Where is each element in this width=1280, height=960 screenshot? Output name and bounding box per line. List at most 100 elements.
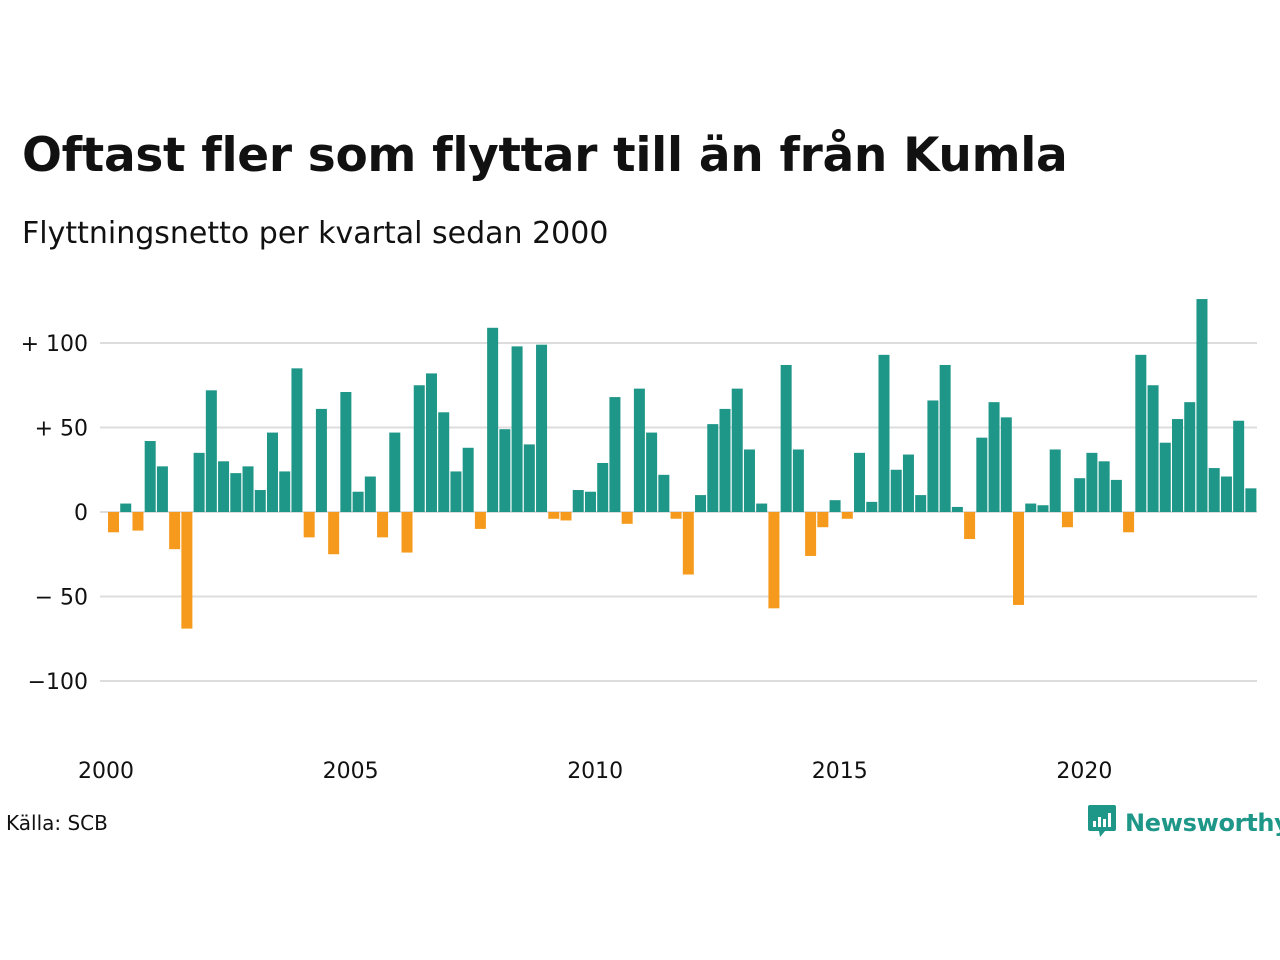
bar [1074, 478, 1086, 512]
bar [560, 512, 572, 521]
bar [1196, 299, 1208, 512]
bar [315, 408, 327, 512]
bar [254, 490, 266, 512]
x-tick-label: 2020 [1056, 759, 1112, 784]
source-note: Källa: SCB [6, 811, 108, 835]
bar [156, 466, 168, 512]
bar [829, 500, 841, 512]
bar [572, 490, 584, 512]
bar [646, 432, 658, 512]
bar [364, 476, 376, 512]
bar [303, 512, 315, 538]
bar [1184, 402, 1196, 512]
bar [756, 503, 768, 512]
bar [377, 512, 389, 538]
bar [242, 466, 254, 512]
bar [1086, 452, 1098, 512]
bar [352, 491, 364, 512]
bar [389, 432, 401, 512]
bar [939, 364, 951, 512]
bar [523, 444, 535, 512]
x-tick-label: 2010 [567, 759, 623, 784]
bar [927, 400, 939, 512]
bar [1220, 476, 1232, 512]
bar [951, 506, 963, 512]
bar [695, 495, 707, 512]
bar [780, 364, 792, 512]
bar [340, 392, 352, 512]
bar [1172, 419, 1184, 512]
bar [890, 469, 902, 512]
bar [976, 437, 988, 512]
bar [413, 385, 425, 512]
bar [1037, 505, 1049, 512]
chart-title: Oftast fler som flyttar till än från Kum… [22, 128, 1068, 183]
bar [1110, 479, 1122, 512]
bar [805, 512, 817, 556]
bar [1245, 488, 1257, 512]
bar [817, 512, 829, 528]
bar [841, 512, 853, 519]
bar [487, 327, 499, 512]
bar [584, 491, 596, 512]
bar [915, 495, 927, 512]
bar [1135, 354, 1147, 512]
bar [474, 512, 486, 529]
bar [658, 474, 670, 512]
bar [230, 473, 242, 512]
bar [205, 390, 217, 512]
bar [902, 454, 914, 512]
bar [1098, 461, 1110, 512]
bar [988, 402, 1000, 512]
bar [218, 461, 230, 512]
bar [193, 452, 205, 512]
bar [633, 388, 645, 512]
bar [866, 501, 878, 512]
bar [743, 449, 755, 512]
bar [1049, 449, 1061, 512]
bar [425, 373, 437, 512]
x-axis-labels: 2000 2005 2010 2015 2020 [78, 759, 1112, 784]
bar [120, 503, 132, 512]
bar [169, 512, 181, 550]
bar [1159, 442, 1171, 512]
newsworthy-chart-bubble-icon [1087, 803, 1117, 843]
newsworthy-logo[interactable]: Newsworthy [1087, 803, 1280, 843]
bar [719, 408, 731, 512]
bar [401, 512, 413, 553]
bar [964, 512, 976, 540]
bar [108, 512, 119, 533]
bar [536, 344, 548, 512]
y-tick-label: + 50 [35, 417, 88, 442]
bar [621, 512, 633, 524]
bar [144, 441, 156, 512]
y-tick-label: − 50 [35, 586, 88, 611]
chart-subtitle: Flyttningsnetto per kvartal sedan 2000 [22, 216, 609, 251]
bar [266, 432, 278, 512]
bar [792, 449, 804, 512]
bar [1000, 417, 1012, 512]
bar [450, 471, 462, 512]
bar [132, 512, 144, 531]
x-tick-label: 2000 [78, 759, 134, 784]
bar [1233, 420, 1245, 512]
x-tick-label: 2005 [323, 759, 379, 784]
bar [499, 429, 511, 512]
newsworthy-wordmark: Newsworthy [1125, 809, 1280, 837]
bar [548, 512, 560, 519]
bar [597, 462, 609, 512]
y-tick-label: −100 [28, 670, 88, 695]
bar [462, 447, 474, 512]
bar [670, 512, 682, 519]
bar [768, 512, 780, 609]
bar [1147, 385, 1159, 512]
bar [1013, 512, 1025, 605]
bar [511, 346, 523, 512]
bar [328, 512, 340, 555]
bars [108, 299, 1257, 629]
bar [181, 512, 193, 629]
bar [682, 512, 694, 575]
y-tick-label: + 100 [21, 332, 88, 357]
bar [291, 368, 303, 512]
